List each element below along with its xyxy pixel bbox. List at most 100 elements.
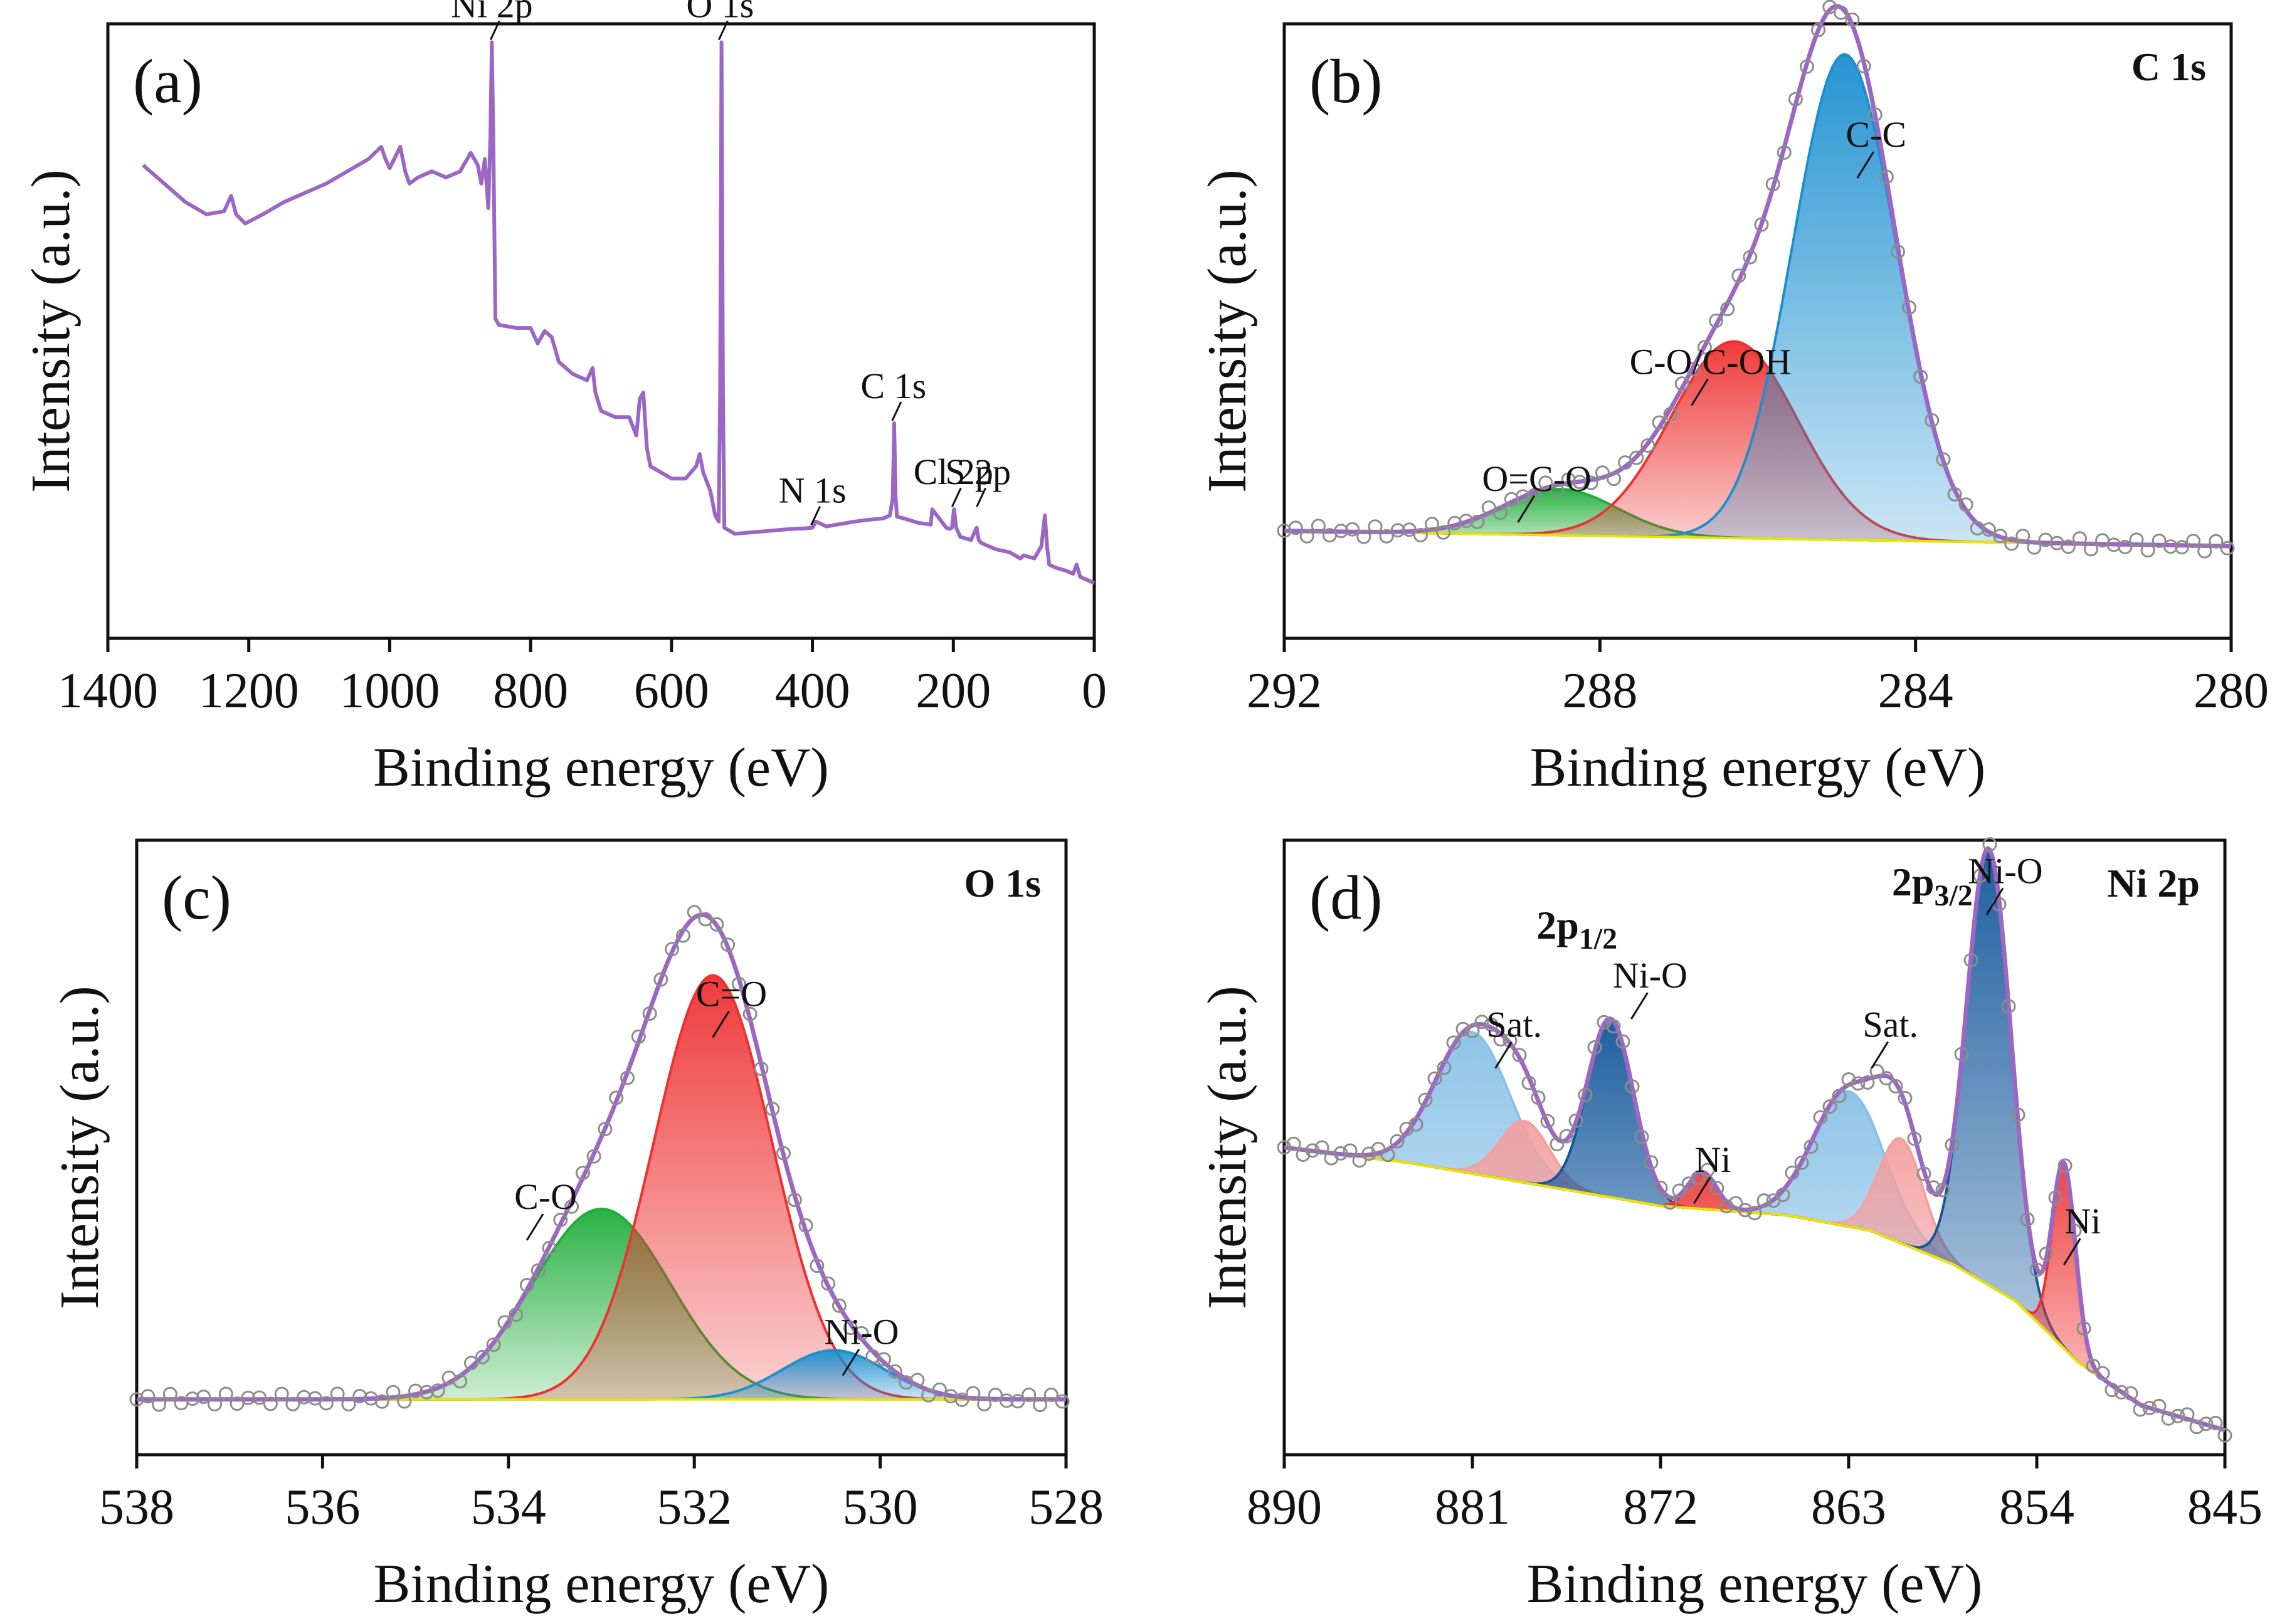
data-point: [386, 1384, 401, 1400]
data-point: [419, 1384, 434, 1400]
data-point: [709, 917, 724, 932]
data-point: [1578, 1087, 1593, 1102]
data-point: [1963, 952, 1978, 968]
data-point: [1527, 488, 1542, 503]
data-point: [1803, 1139, 1819, 1154]
data-point: [274, 1386, 289, 1401]
data-point: [1425, 517, 1440, 532]
data-point: [1935, 1183, 1950, 1198]
data-point: [1277, 1140, 1292, 1155]
data-point: [230, 1396, 245, 1411]
x-tick-label: 600: [634, 663, 709, 719]
x-tick-label: 800: [493, 663, 568, 719]
data-point: [1521, 1075, 1536, 1090]
data-point: [1538, 475, 1553, 490]
subregion-sub: 1/2: [1579, 922, 1617, 956]
data-point: [1898, 1090, 1913, 1105]
component-line: [1284, 1146, 2226, 1432]
data-point: [1993, 529, 2008, 544]
data-point: [854, 1326, 869, 1341]
data-point: [1970, 521, 1985, 535]
x-axis-label: Binding energy (eV): [1527, 1554, 1983, 1615]
data-point: [1597, 1015, 1612, 1030]
data-point: [2152, 1398, 2167, 1413]
data-point: [2061, 539, 2076, 554]
subregion-base: 2p: [1536, 903, 1579, 947]
background-line: [1284, 1146, 2226, 1432]
data-point: [1662, 1195, 1677, 1210]
subregion-sub: 3/2: [1934, 879, 1972, 912]
data-point: [2152, 534, 2167, 548]
data-point: [1465, 1023, 1480, 1038]
panel-label: (d): [1309, 863, 1383, 932]
data-point: [1913, 369, 1928, 384]
data-point: [2067, 1223, 2082, 1238]
data-point: [1033, 1398, 1047, 1413]
data-point: [2084, 542, 2098, 557]
data-point: [1663, 406, 1678, 421]
peak-leader: [1630, 992, 1649, 1020]
y-axis-label: Intensity (a.u.): [1197, 986, 1258, 1309]
x-tick-label: 1000: [339, 663, 440, 719]
data-point: [1022, 1388, 1037, 1402]
y-axis-label: Intensity (a.u.): [50, 986, 110, 1309]
peak-label: C-C: [1846, 114, 1906, 155]
data-point: [1333, 1146, 1348, 1161]
peak-label: C=O: [696, 974, 767, 1015]
data-point: [1352, 1153, 1367, 1168]
x-tick-label: 0: [1082, 663, 1107, 719]
data-point: [1296, 1147, 1311, 1162]
data-point: [1834, 5, 1849, 20]
component-line: [1284, 1119, 2226, 1432]
data-point: [1314, 1140, 1329, 1155]
data-point: [1672, 1183, 1687, 1198]
data-point: [642, 1006, 657, 1021]
data-point: [1436, 525, 1451, 540]
data-point: [241, 1390, 256, 1405]
peak-leader: [2063, 1238, 2081, 1265]
data-point: [1777, 145, 1792, 160]
data-point: [1958, 497, 1973, 512]
data-point: [1595, 465, 1610, 480]
data-point: [252, 1390, 267, 1405]
data-point: [653, 972, 668, 987]
data-point: [1907, 1131, 1922, 1146]
data-point: [1408, 1117, 1423, 1132]
data-point: [1709, 314, 1724, 329]
data-point: [553, 1213, 568, 1228]
data-point: [1728, 1196, 1743, 1211]
data-point: [531, 1263, 546, 1278]
component-fill: [137, 1350, 1066, 1400]
data-point: [2180, 1407, 2195, 1422]
x-tick-label: 890: [1247, 1480, 1322, 1535]
x-tick-label: 1400: [58, 663, 158, 719]
peak-leader: [718, 20, 729, 41]
data-point: [2095, 1366, 2110, 1381]
data-point: [542, 1240, 557, 1255]
data-point: [1413, 528, 1428, 542]
data-point: [1368, 519, 1383, 534]
data-point: [2175, 540, 2189, 555]
data-point: [1981, 522, 1996, 537]
data-point: [1634, 1129, 1649, 1144]
data-point: [1936, 452, 1951, 467]
data-point: [2170, 1408, 2185, 1423]
data-point: [2197, 544, 2212, 559]
data-point: [1731, 268, 1746, 283]
panel-d: 890 881 872 863 854 845 Binding energy (eV) Int…: [1197, 837, 2263, 1615]
data-point: [1418, 1092, 1433, 1107]
data-point: [1390, 1134, 1405, 1149]
peak-leader: [1871, 1041, 1889, 1069]
peak-leader: [525, 1213, 544, 1241]
component-fill: [1284, 1138, 2225, 1430]
data-point: [2163, 539, 2178, 554]
data-point: [2220, 540, 2235, 556]
data-point: [1845, 13, 1860, 27]
component-fill: [1284, 1147, 2225, 1430]
data-point: [1446, 1035, 1461, 1050]
data-point: [1982, 837, 1997, 852]
data-point: [2161, 1411, 2176, 1426]
data-point: [2199, 1416, 2214, 1432]
data-point: [1916, 1166, 1931, 1181]
